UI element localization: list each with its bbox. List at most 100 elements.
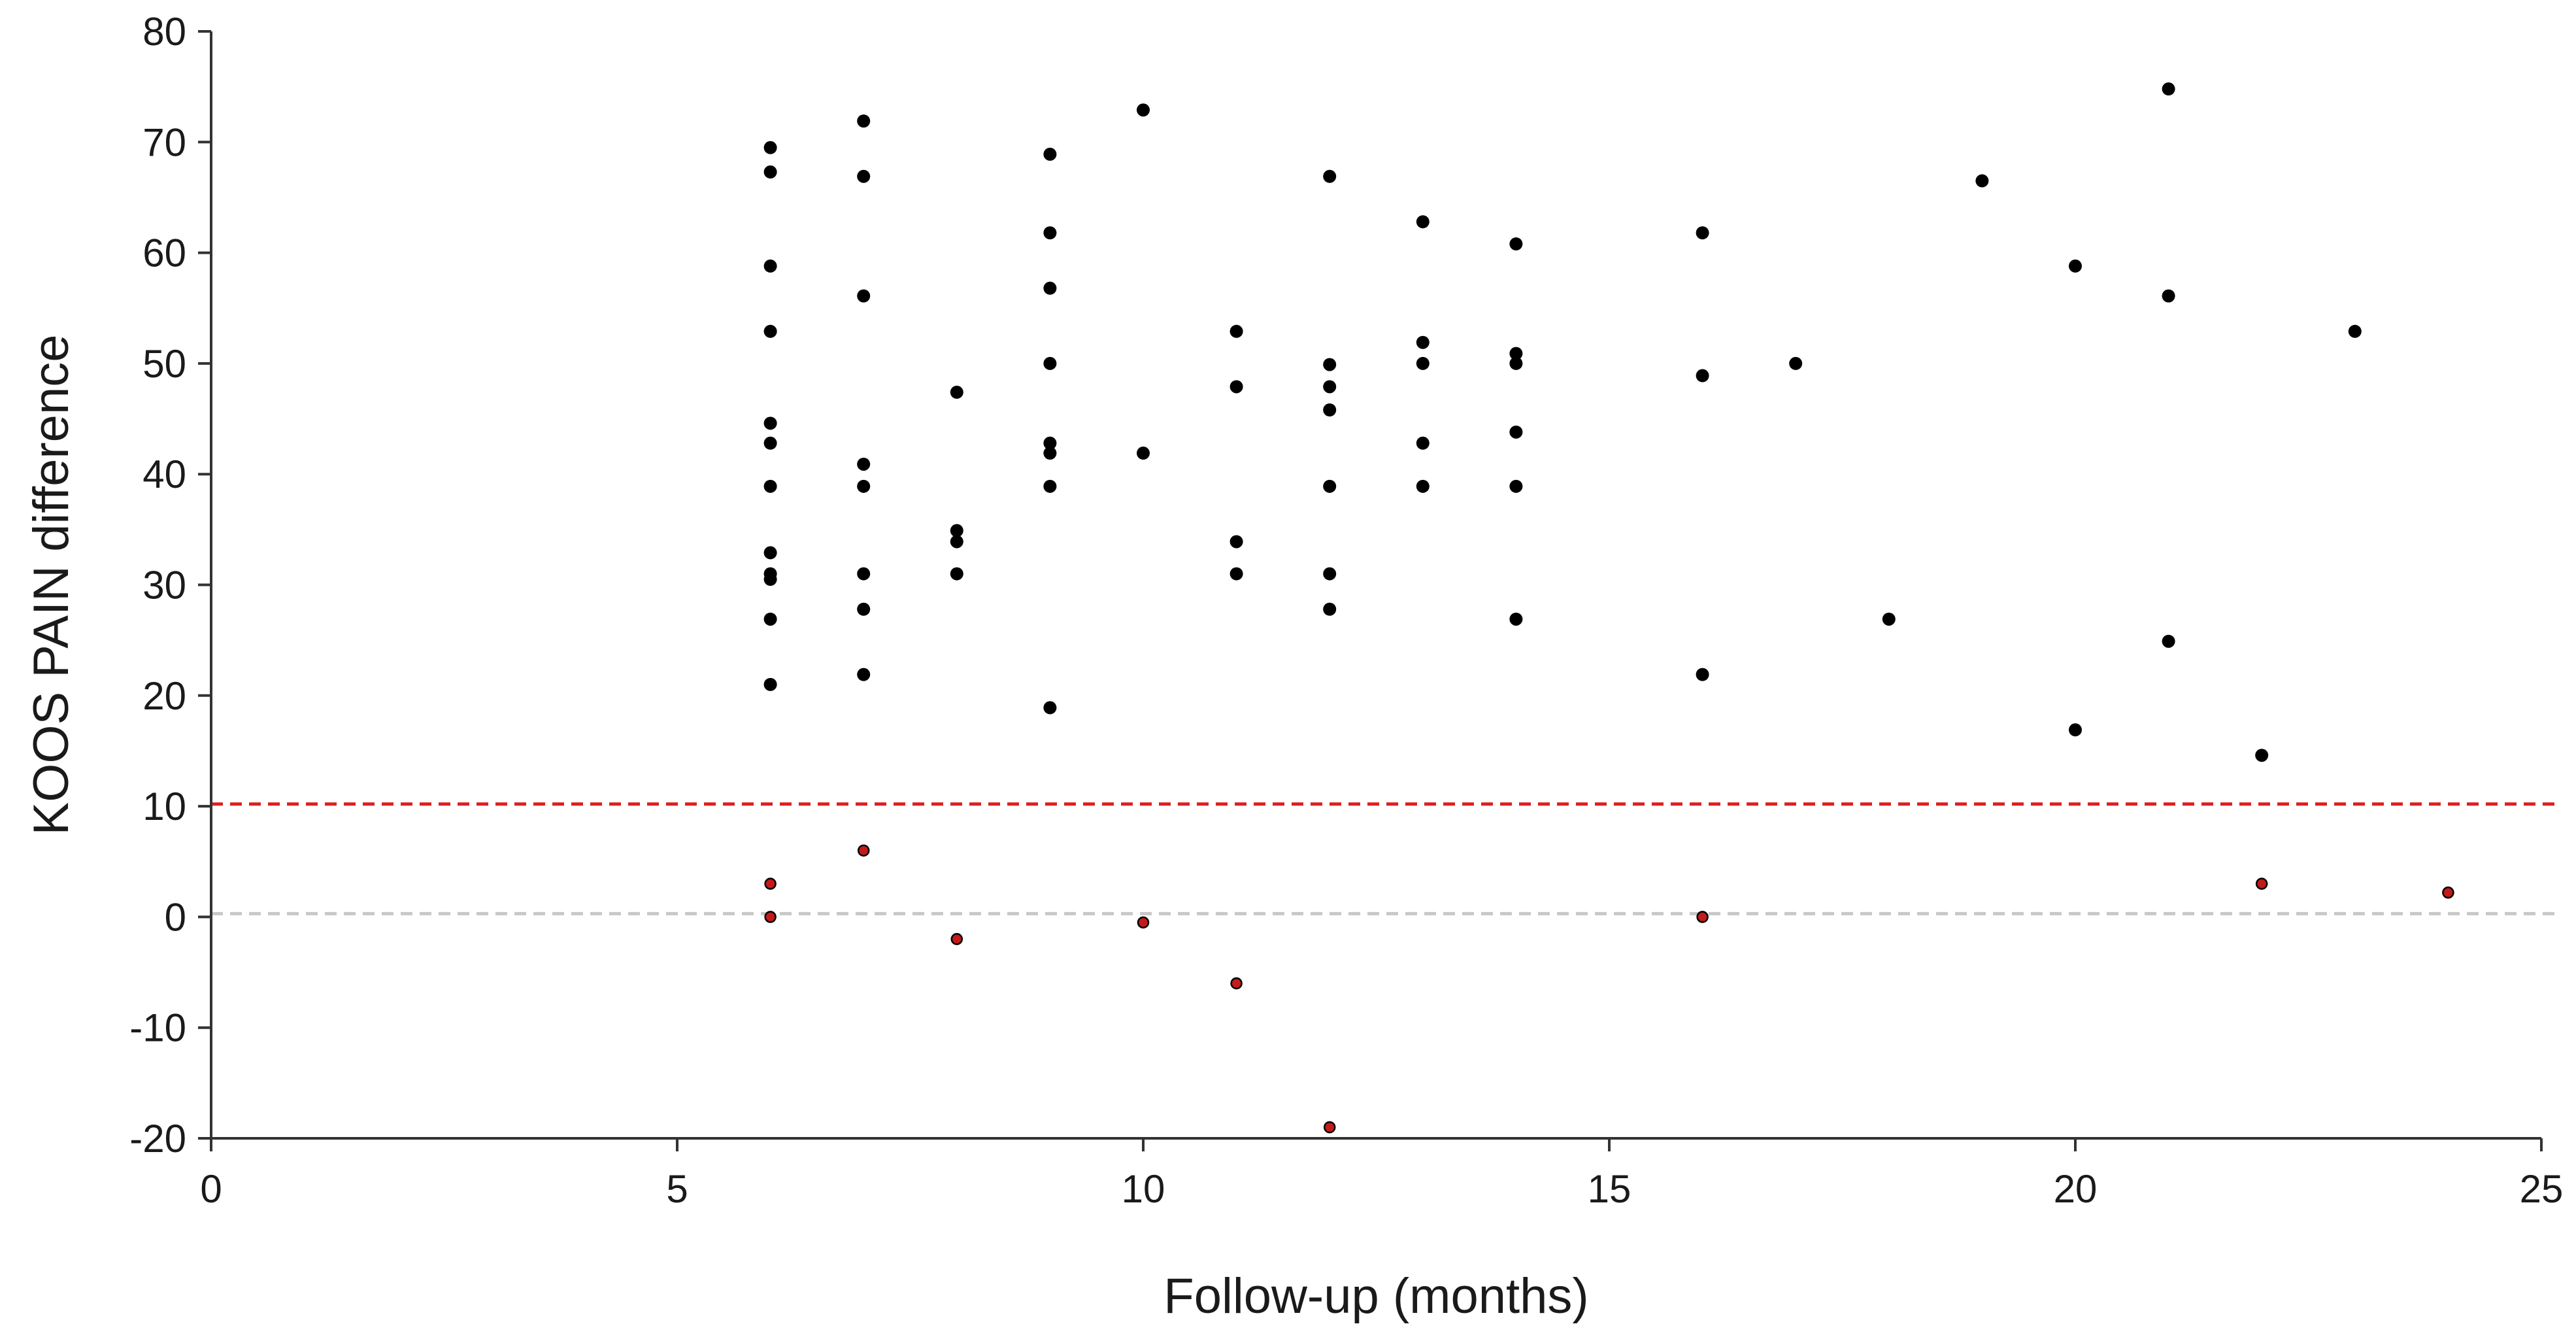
data-point-below-threshold [1137,916,1150,929]
data-point [1696,369,1709,382]
y-tick-label: 40 [142,452,186,496]
x-tick-label: 20 [2054,1167,2098,1211]
data-point [763,546,777,560]
data-point [950,535,963,549]
data-point [950,385,963,399]
data-point [1043,701,1057,715]
data-point [1323,567,1337,581]
data-point [2162,82,2175,96]
data-point [763,612,777,626]
data-point [1789,356,1803,370]
reference-lines [211,802,2554,915]
data-point [857,602,871,616]
data-point [763,436,777,450]
data-point [1509,347,1523,360]
data-point [2162,289,2175,303]
data-point [1229,567,1243,581]
data-point [763,573,777,586]
data-point [1043,281,1057,295]
data-point-below-threshold [2255,877,2268,890]
data-points [763,82,2454,1134]
data-point [1416,436,1430,450]
data-point [1509,479,1523,493]
data-point [1229,380,1243,394]
data-point [1696,226,1709,240]
data-point-below-threshold [764,877,777,890]
data-point [2348,324,2362,338]
y-tick-label: 20 [142,674,186,718]
data-point [763,324,777,338]
data-point [2069,723,2082,737]
data-point [1043,356,1057,370]
data-point-below-threshold [2442,886,2454,899]
data-point [1509,237,1523,251]
data-point [1043,147,1057,161]
data-point-below-threshold [764,911,777,923]
data-point [1416,215,1430,229]
x-tick-label: 15 [1588,1167,1631,1211]
data-point [1323,358,1337,371]
data-point [763,165,777,179]
data-point [857,169,871,183]
data-point [1975,174,1989,188]
data-point [1696,668,1709,681]
y-tick-label: 80 [142,10,186,54]
y-tick-label: 30 [142,564,186,607]
data-point [763,141,777,154]
data-point-below-threshold [1696,911,1709,923]
data-point [857,114,871,128]
data-point-below-threshold [857,844,870,857]
data-point [1229,324,1243,338]
data-point [1416,479,1430,493]
y-tick-label: 10 [142,785,186,828]
data-point-below-threshold [1323,1121,1336,1134]
data-point [857,289,871,303]
data-point [1043,479,1057,493]
axes [210,31,2541,1140]
y-tick-label: -20 [129,1117,186,1161]
data-point [1416,335,1430,349]
y-tick-label: 0 [165,895,186,939]
y-tick-label: 60 [142,231,186,275]
y-tick-label: 70 [142,120,186,164]
x-tick-label: 5 [666,1167,688,1211]
axis-ticks: -20 -10 0 10 20 30 40 50 60 70 80 0 5 10 15 20 25 [129,10,2563,1211]
y-axis-title: KOOS PAIN difference [24,335,79,836]
data-point [857,457,871,471]
data-point [950,524,963,537]
data-point [763,416,777,430]
data-point-below-threshold [1230,977,1243,990]
data-point [2069,259,2082,273]
data-point [1229,535,1243,549]
data-point [2255,749,2269,762]
y-tick-label: -10 [129,1006,186,1050]
data-point [1416,356,1430,370]
data-point [2162,634,2175,648]
data-point [1882,612,1896,626]
x-tick-label: 10 [1122,1167,1165,1211]
data-point [1509,356,1523,370]
x-tick-label: 25 [2520,1167,2564,1211]
data-point [857,567,871,581]
data-point [1137,447,1150,460]
data-point [1509,612,1523,626]
data-point [1323,479,1337,493]
data-point [1043,226,1057,240]
x-axis-title: Follow-up (months) [1163,1268,1588,1324]
data-point [1043,436,1057,450]
data-point [763,259,777,273]
data-point [1509,425,1523,439]
data-point [1323,169,1337,183]
data-point [763,677,777,691]
data-point [1043,447,1057,460]
y-tick-label: 50 [142,342,186,386]
data-point [1323,403,1337,417]
data-point [1137,103,1150,117]
data-point [950,567,963,581]
data-point [1323,602,1337,616]
data-point [763,479,777,493]
data-point [1323,380,1337,394]
x-tick-label: 0 [200,1167,222,1211]
data-point-below-threshold [950,933,963,945]
